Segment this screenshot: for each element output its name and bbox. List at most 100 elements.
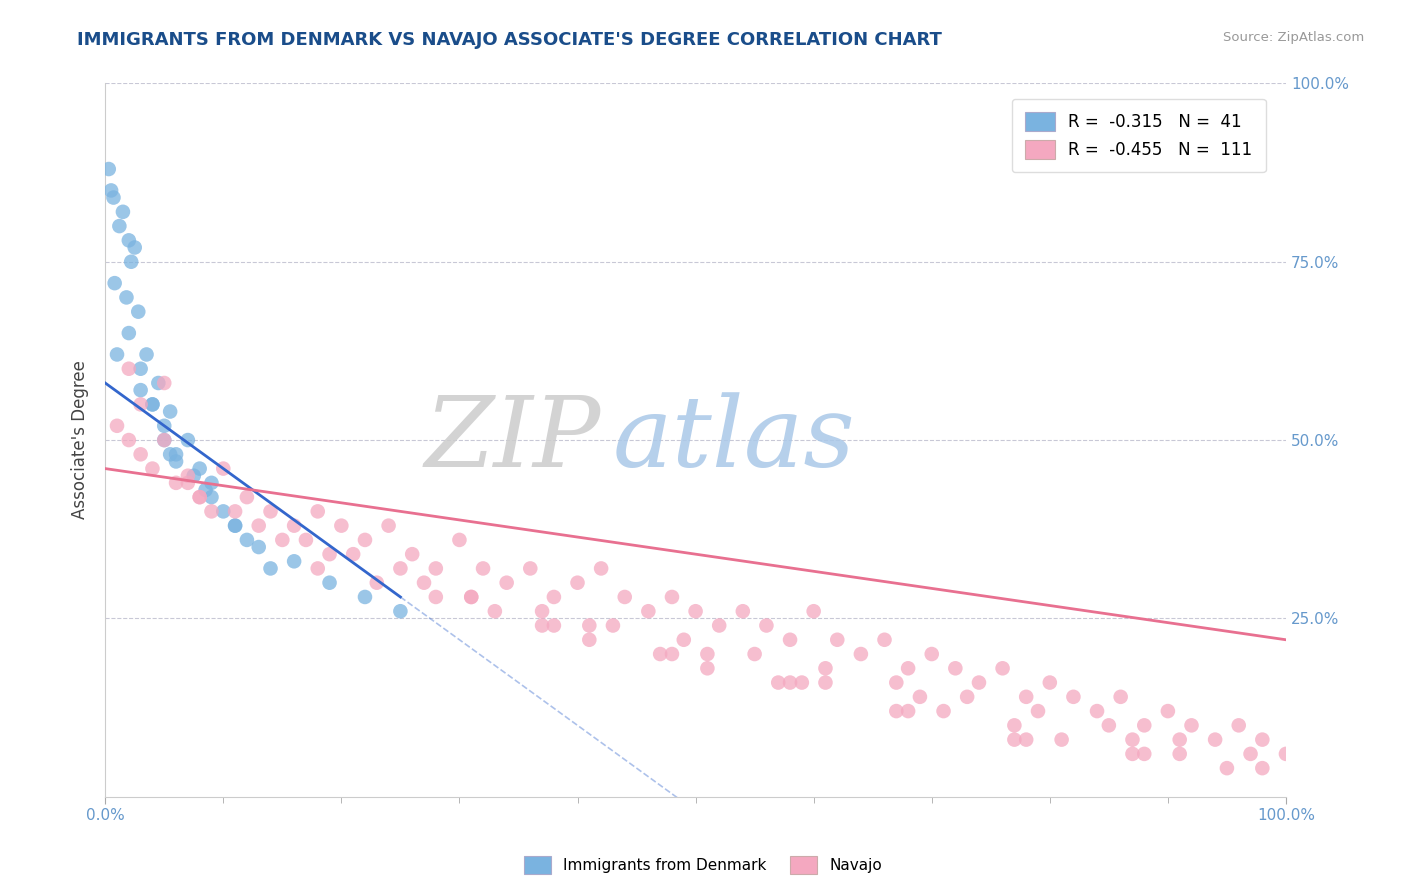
Point [127, 304, 149, 318]
Point [591, 561, 613, 575]
Point [115, 290, 138, 304]
Point [153, 433, 176, 447]
Point [354, 590, 377, 604]
Point [105, 347, 128, 361]
Point [153, 418, 176, 433]
Point [1204, 732, 1226, 747]
Point [1275, 747, 1298, 761]
Legend: R =  -0.315   N =  41, R =  -0.455   N =  111: R = -0.315 N = 41, R = -0.455 N = 111 [1012, 99, 1265, 172]
Point [159, 447, 181, 461]
Point [129, 383, 152, 397]
Point [200, 490, 222, 504]
Point [827, 632, 849, 647]
Point [141, 461, 163, 475]
Point [449, 533, 471, 547]
Point [1002, 732, 1025, 747]
Point [224, 504, 246, 518]
Point [354, 533, 377, 547]
Point [100, 183, 122, 197]
Point [342, 547, 364, 561]
Point [111, 204, 134, 219]
Point [401, 547, 423, 561]
Point [991, 661, 1014, 675]
Point [943, 661, 966, 675]
Point [650, 647, 672, 661]
Point [224, 518, 246, 533]
Point [1015, 690, 1038, 704]
Point [1227, 718, 1250, 732]
Point [330, 518, 353, 533]
Point [188, 490, 211, 504]
Point [1157, 704, 1180, 718]
Text: Source: ZipAtlas.com: Source: ZipAtlas.com [1223, 31, 1364, 45]
Point [104, 276, 127, 290]
Point [755, 618, 778, 632]
Point [413, 575, 436, 590]
Point [271, 533, 294, 547]
Point [814, 675, 837, 690]
Point [97, 161, 120, 176]
Point [543, 618, 565, 632]
Point [129, 397, 152, 411]
Point [519, 561, 541, 575]
Point [1121, 732, 1143, 747]
Point [153, 376, 176, 390]
Point [602, 618, 624, 632]
Point [165, 447, 187, 461]
Point [1015, 732, 1038, 747]
Point [141, 397, 163, 411]
Text: IMMIGRANTS FROM DENMARK VS NAVAJO ASSOCIATE'S DEGREE CORRELATION CHART: IMMIGRANTS FROM DENMARK VS NAVAJO ASSOCI… [77, 31, 942, 49]
Point [661, 647, 683, 661]
Point [897, 704, 920, 718]
Point [696, 647, 718, 661]
Point [460, 590, 482, 604]
Point [177, 433, 200, 447]
Point [696, 661, 718, 675]
Point [183, 468, 205, 483]
Point [129, 447, 152, 461]
Point [212, 461, 235, 475]
Point [366, 575, 388, 590]
Point [956, 690, 979, 704]
Point [124, 240, 146, 254]
Point [1062, 690, 1084, 704]
Point [1216, 761, 1239, 775]
Point [259, 504, 281, 518]
Point [105, 418, 128, 433]
Point [578, 618, 600, 632]
Point [200, 504, 222, 518]
Point [1133, 747, 1156, 761]
Point [1168, 747, 1191, 761]
Point [103, 190, 125, 204]
Point [472, 561, 495, 575]
Point [531, 604, 554, 618]
Point [1168, 732, 1191, 747]
Point [543, 590, 565, 604]
Point [118, 326, 141, 340]
Point [1239, 747, 1261, 761]
Point [129, 361, 152, 376]
Point [425, 590, 447, 604]
Point [779, 675, 801, 690]
Point [236, 490, 259, 504]
Point [661, 590, 683, 604]
Point [259, 561, 281, 575]
Point [135, 347, 157, 361]
Point [120, 254, 142, 268]
Point [1251, 761, 1274, 775]
Point [531, 618, 554, 632]
Point [1026, 704, 1049, 718]
Point [731, 604, 754, 618]
Point [1180, 718, 1202, 732]
Point [200, 475, 222, 490]
Point [118, 233, 141, 247]
Point [188, 461, 211, 475]
Point [932, 704, 955, 718]
Point [307, 561, 329, 575]
Point [165, 475, 187, 490]
Point [768, 675, 790, 690]
Point [460, 590, 482, 604]
Point [295, 533, 318, 547]
Point [165, 454, 187, 468]
Point [141, 397, 163, 411]
